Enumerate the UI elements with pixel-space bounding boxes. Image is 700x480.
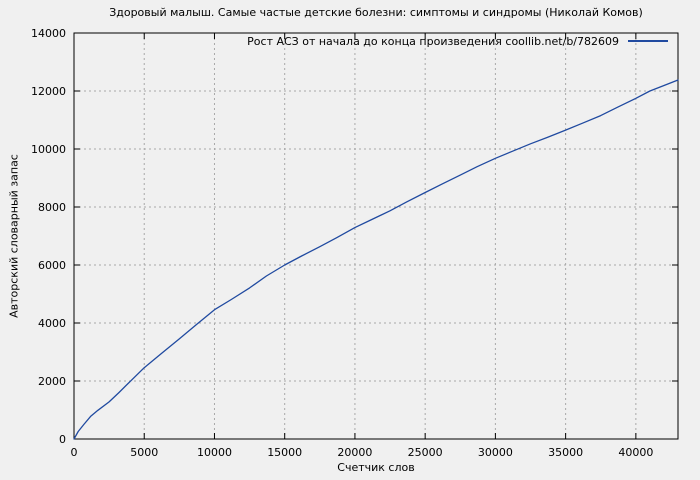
- legend: Рост АСЗ от начала до конца произведения…: [247, 34, 668, 48]
- x-tick-label: 25000: [408, 446, 443, 459]
- x-tick-label: 40000: [618, 446, 653, 459]
- y-tick-label: 8000: [38, 201, 66, 214]
- y-tick-label: 12000: [31, 85, 66, 98]
- x-tick-label: 5000: [130, 446, 158, 459]
- y-tick-label: 6000: [38, 259, 66, 272]
- legend-line-sample: [628, 40, 668, 42]
- x-tick-label: 0: [71, 446, 78, 459]
- x-axis-label: Счетчик слов: [337, 461, 415, 474]
- y-tick-label: 2000: [38, 375, 66, 388]
- chart-title: Здоровый малыш. Самые частые детские бол…: [109, 6, 643, 19]
- y-tick-label: 0: [59, 433, 66, 446]
- y-tick-label: 10000: [31, 143, 66, 156]
- plot-border: [73, 32, 679, 440]
- x-tick-label: 20000: [337, 446, 372, 459]
- y-tick-label: 4000: [38, 317, 66, 330]
- x-tick-label: 35000: [548, 446, 583, 459]
- x-tick-label: 10000: [197, 446, 232, 459]
- legend-label: Рост АСЗ от начала до конца произведения…: [247, 34, 619, 48]
- y-tick-label: 14000: [31, 27, 66, 40]
- x-tick-label: 15000: [267, 446, 302, 459]
- x-tick-label: 30000: [478, 446, 513, 459]
- series-line: [73, 79, 679, 440]
